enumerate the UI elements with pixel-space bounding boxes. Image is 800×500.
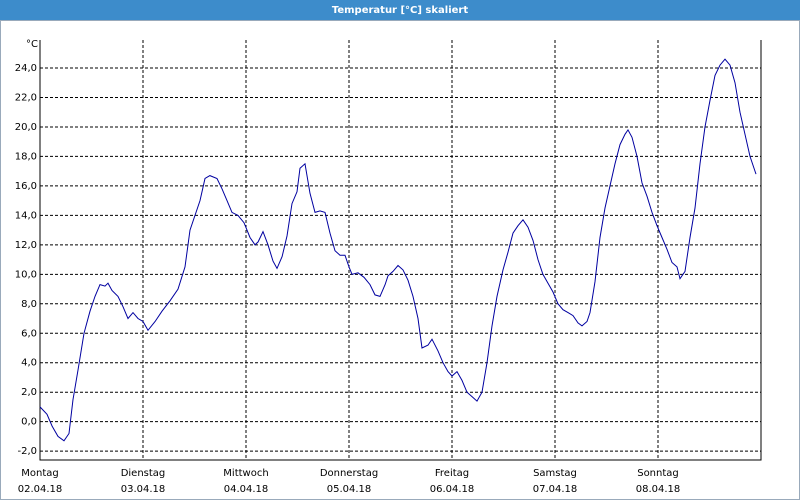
y-tick-label: -2,0 (17, 446, 37, 457)
window-frame (0, 20, 800, 500)
y-tick-label: 2,0 (21, 387, 37, 398)
x-tick-label: Montag (21, 468, 58, 479)
x-tick-label: Mittwoch (223, 468, 268, 479)
x-tick-label: Freitag (435, 468, 469, 479)
y-tick-label: 18,0 (15, 151, 37, 162)
x-tick-date: 07.04.18 (533, 484, 578, 495)
y-tick-label: 0,0 (21, 417, 37, 428)
y-tick-label: 10,0 (15, 269, 37, 280)
temperature-line (39, 58, 757, 442)
chart-title: Temperatur [°C] skaliert (332, 5, 469, 16)
x-tick-label: Donnerstag (320, 468, 378, 479)
y-tick-label: 16,0 (15, 181, 37, 192)
y-tick-label: 20,0 (15, 122, 37, 133)
x-tick-date: 05.04.18 (327, 484, 372, 495)
x-tick-label: Dienstag (121, 468, 166, 479)
x-tick-date: 03.04.18 (121, 484, 166, 495)
x-tick-date: 06.04.18 (430, 484, 475, 495)
y-tick-label: 6,0 (21, 328, 37, 339)
title-bar (0, 0, 800, 20)
y-tick-label: 22,0 (15, 92, 37, 103)
y-tick-label: 24,0 (15, 63, 37, 74)
y-tick-label: 4,0 (21, 358, 37, 369)
y-tick-label: 12,0 (15, 240, 37, 251)
x-tick-date: 04.04.18 (224, 484, 269, 495)
y-tick-label: 14,0 (15, 210, 37, 221)
axis-frame (39, 40, 762, 461)
x-tick-label: Samstag (533, 468, 577, 479)
x-tick-date: 08.04.18 (636, 484, 681, 495)
y-tick-label: 8,0 (21, 299, 37, 310)
x-tick-label: Sonntag (637, 468, 679, 479)
x-tick-date: 02.04.18 (18, 484, 63, 495)
y-unit: °C (26, 39, 38, 50)
